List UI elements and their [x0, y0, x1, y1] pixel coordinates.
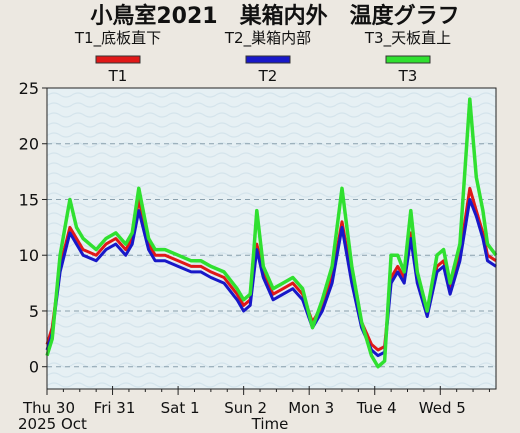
chart-title: 小鳥室2021 巣箱内外 温度グラフ	[90, 3, 459, 29]
legend-name-t3: T3_天板直上	[364, 29, 451, 48]
y-tick-label: 10	[19, 246, 39, 265]
legend-tag-t1: T1	[108, 67, 128, 85]
y-tick-label: 0	[29, 358, 39, 377]
x-axis-date-label: 2025 Oct	[18, 415, 87, 433]
x-tick-label: Sun 2	[224, 399, 267, 417]
y-tick-label: 25	[19, 79, 39, 98]
y-axis: 0 5 10 15 20 25	[19, 79, 47, 377]
y-tick-label: 20	[19, 135, 39, 154]
x-axis: Thu 30 Fri 31 Sat 1 Sun 2 Mon 3 Tue 4 Wed 5	[22, 386, 490, 417]
x-axis-title: Time	[251, 415, 289, 433]
y-tick-label: 15	[19, 190, 39, 209]
legend-swatch-t3	[385, 55, 431, 64]
legend-tag-t3: T3	[398, 67, 418, 85]
legend-swatch-t2	[245, 55, 291, 64]
y-tick-label: 5	[29, 302, 39, 321]
gridlines	[47, 143, 496, 368]
x-tick-label: Thu 30	[22, 399, 75, 417]
x-tick-label: Wed 5	[419, 399, 466, 417]
legend-name-t1: T1_底板直下	[74, 29, 161, 48]
legend: T1_底板直下 T1 T2_巣箱内部 T2 T3_天板直上 T3	[74, 29, 451, 85]
legend-name-t2: T2_巣箱内部	[224, 29, 311, 48]
plot-frame	[46, 87, 497, 390]
x-tick-label: Tue 4	[356, 399, 397, 417]
series-line-t3	[45, 97, 498, 369]
x-tick-label: Fri 31	[94, 399, 136, 417]
x-tick-label: Sat 1	[161, 399, 200, 417]
x-tick-label: Mon 3	[288, 399, 334, 417]
series-layer	[45, 97, 498, 369]
legend-tag-t2: T2	[258, 67, 278, 85]
legend-swatch-t1	[95, 55, 141, 64]
